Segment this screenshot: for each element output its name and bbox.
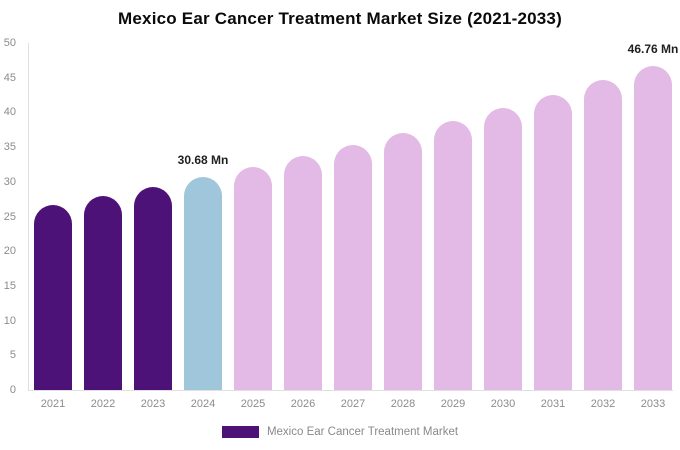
bar-2030 [484,108,522,390]
y-tick-label: 40 [3,106,16,119]
bar-2032 [584,80,622,390]
bar-2025 [234,166,272,390]
y-tick-label: 50 [3,37,16,49]
bar-2026 [284,156,322,390]
x-tick-label: 2032 [590,398,616,410]
bar-value-label: 46.76 Mn [627,41,679,56]
x-tick-label: 2029 [440,398,466,410]
plot-area: 0 5 10 15 20 25 30 35 40 45 50 2021 2022 2023 2024 2025… [4,37,679,410]
y-tick-label: 10 [3,314,16,327]
x-tick-label: 2021 [40,398,66,410]
legend-swatch-icon [221,426,259,438]
bar-2029 [434,120,472,390]
bar-value-label: 30.68 Mn [177,153,229,168]
y-tick-label: 30 [3,175,16,188]
x-tick-label: 2027 [340,398,366,410]
x-tick-label: 2031 [540,398,566,410]
y-tick-label: 0 [9,384,16,396]
x-tick-label: 2023 [140,398,166,410]
chart-title: Mexico Ear Cancer Treatment Market Size … [118,9,562,28]
bar-2022 [84,196,122,390]
x-tick-label: 2028 [390,398,416,410]
bar-2027 [334,145,372,390]
x-tick-label: 2025 [240,398,266,410]
x-tick-label: 2030 [490,398,516,410]
y-tick-label: 45 [3,71,16,84]
legend: Mexico Ear Cancer Treatment Market [0,426,680,438]
y-tick-label: 25 [3,210,16,223]
y-tick-label: 35 [3,141,16,154]
x-tick-label: 2022 [90,398,116,410]
bar-2021 [34,204,72,390]
legend-item[interactable]: Mexico Ear Cancer Treatment Market [221,426,459,438]
x-tick-label: 2026 [290,398,316,410]
bar-2024 [184,177,222,390]
y-tick-label: 5 [9,349,16,362]
x-tick-label: 2024 [190,398,216,410]
legend-label: Mexico Ear Cancer Treatment Market [266,426,459,438]
bar-2033 [634,65,672,390]
bar-2031 [534,94,572,390]
bar-2023 [134,186,172,390]
bar-2028 [384,133,422,390]
y-tick-label: 15 [3,279,16,292]
y-tick-label: 20 [3,245,16,258]
x-tick-label: 2033 [640,398,666,410]
